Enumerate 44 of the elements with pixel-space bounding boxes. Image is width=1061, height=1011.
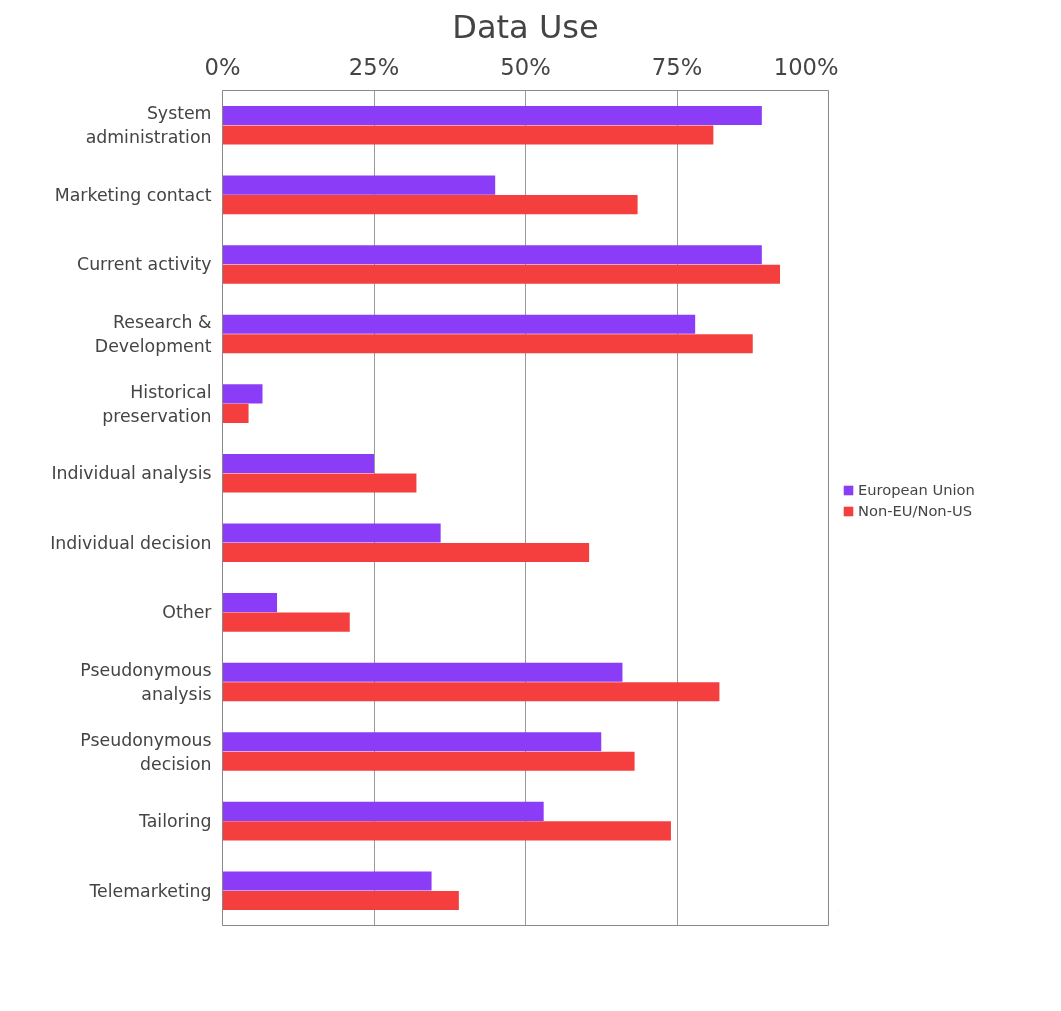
bar xyxy=(222,871,432,891)
legend-label: European Union xyxy=(858,481,975,498)
y-tick-label: Pseudonymous analysis xyxy=(80,659,212,704)
bar xyxy=(222,314,696,334)
bar xyxy=(222,175,496,195)
bar xyxy=(222,473,417,493)
bar xyxy=(222,542,590,563)
y-tick-label: Marketing contact xyxy=(54,184,212,205)
y-tick-label: Current activity xyxy=(77,254,212,275)
y-tick-label: Research & Development xyxy=(94,312,212,357)
x-tick-label: 100% xyxy=(773,53,839,80)
bar xyxy=(222,453,374,474)
bar xyxy=(222,403,249,423)
bar xyxy=(222,612,350,632)
bar xyxy=(222,821,671,841)
x-tick-label: 25% xyxy=(348,53,400,80)
y-tick-label: Other xyxy=(162,602,213,623)
bar xyxy=(222,682,720,702)
bar xyxy=(222,890,459,910)
y-tick-label: Pseudonymous decision xyxy=(80,729,212,774)
x-tick-label: 50% xyxy=(500,53,551,80)
chart-title: Data Use xyxy=(452,7,599,46)
bar xyxy=(222,195,638,215)
y-tick-label: System administration xyxy=(85,103,212,148)
bar xyxy=(222,334,753,354)
bar xyxy=(222,384,263,404)
bar xyxy=(222,245,762,265)
bar xyxy=(222,751,635,771)
y-tick-label: Individual decision xyxy=(50,532,212,553)
y-tick-label: Telemarketing xyxy=(88,880,212,901)
bar xyxy=(222,264,781,284)
bar xyxy=(222,662,623,682)
bar xyxy=(222,106,762,126)
bar xyxy=(222,523,441,543)
y-tick-label: Historical preservation xyxy=(102,381,212,426)
legend-label: Non-EU/Non-US xyxy=(858,502,972,519)
bar xyxy=(222,801,544,821)
bar xyxy=(222,125,714,145)
y-tick-label: Tailoring xyxy=(138,811,212,832)
y-tick-label: Individual analysis xyxy=(51,463,212,484)
x-tick-label: 75% xyxy=(651,53,703,80)
x-tick-label: 0% xyxy=(204,53,241,80)
bar xyxy=(222,593,278,613)
bar xyxy=(222,732,602,752)
